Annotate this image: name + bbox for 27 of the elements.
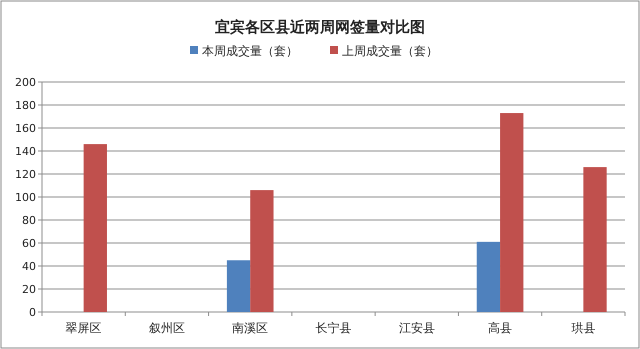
legend-label: 上周成交量（套） xyxy=(342,44,438,58)
y-tick-label: 80 xyxy=(22,214,36,227)
y-tick-label: 0 xyxy=(29,306,36,319)
x-tick-label: 南溪区 xyxy=(232,321,268,335)
x-tick-label: 长宁县 xyxy=(316,321,352,335)
chart-title: 宜宾各区县近两周网签量对比图 xyxy=(215,18,425,36)
bar xyxy=(84,144,107,312)
y-tick-label: 200 xyxy=(15,76,36,89)
bar xyxy=(226,260,250,312)
y-tick-label: 40 xyxy=(22,260,36,273)
bar xyxy=(500,113,524,312)
y-tick-label: 60 xyxy=(22,237,36,250)
x-tick-label: 叙州区 xyxy=(148,321,185,335)
y-tick-label: 180 xyxy=(15,99,36,112)
bar xyxy=(583,167,607,312)
x-tick-label: 江安县 xyxy=(398,321,435,335)
bar xyxy=(476,242,500,312)
y-tick-label: 20 xyxy=(22,283,36,296)
y-tick-label: 160 xyxy=(15,122,36,135)
y-tick-label: 100 xyxy=(15,191,36,204)
y-tick-label: 140 xyxy=(15,145,36,158)
x-tick-label: 珙县 xyxy=(571,321,596,335)
legend-label: 本周成交量（套） xyxy=(202,44,298,58)
x-tick-label: 翠屏区 xyxy=(66,321,102,335)
x-tick-label: 高县 xyxy=(488,321,512,335)
bar xyxy=(250,190,274,312)
y-tick-label: 120 xyxy=(15,168,36,181)
